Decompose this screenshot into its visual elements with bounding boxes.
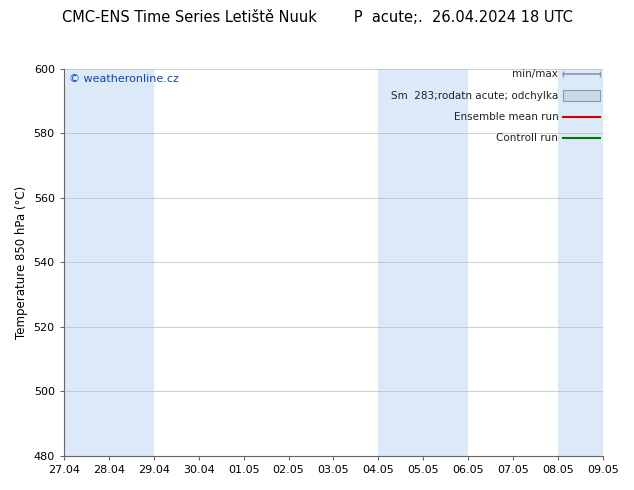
Bar (558, 69, 603, 456)
Text: © weatheronline.cz: © weatheronline.cz (69, 74, 179, 84)
Bar (378, 69, 469, 456)
Text: Ensemble mean run: Ensemble mean run (453, 112, 559, 122)
Line: 2 pts: 2 pts (560, 72, 603, 77)
Bar (64, 69, 153, 456)
Text: Sm  283;rodatn acute; odchylka: Sm 283;rodatn acute; odchylka (391, 91, 559, 101)
Text: CMC-ENS Time Series Letiště Nuuk        P  acute;.  26.04.2024 18 UTC: CMC-ENS Time Series Letiště Nuuk P acute… (61, 10, 573, 25)
Text: min/max: min/max (512, 70, 559, 79)
Y-axis label: Temperature 850 hPa (°C): Temperature 850 hPa (°C) (15, 186, 28, 339)
FancyBboxPatch shape (563, 90, 600, 101)
Text: Controll run: Controll run (496, 133, 559, 144)
